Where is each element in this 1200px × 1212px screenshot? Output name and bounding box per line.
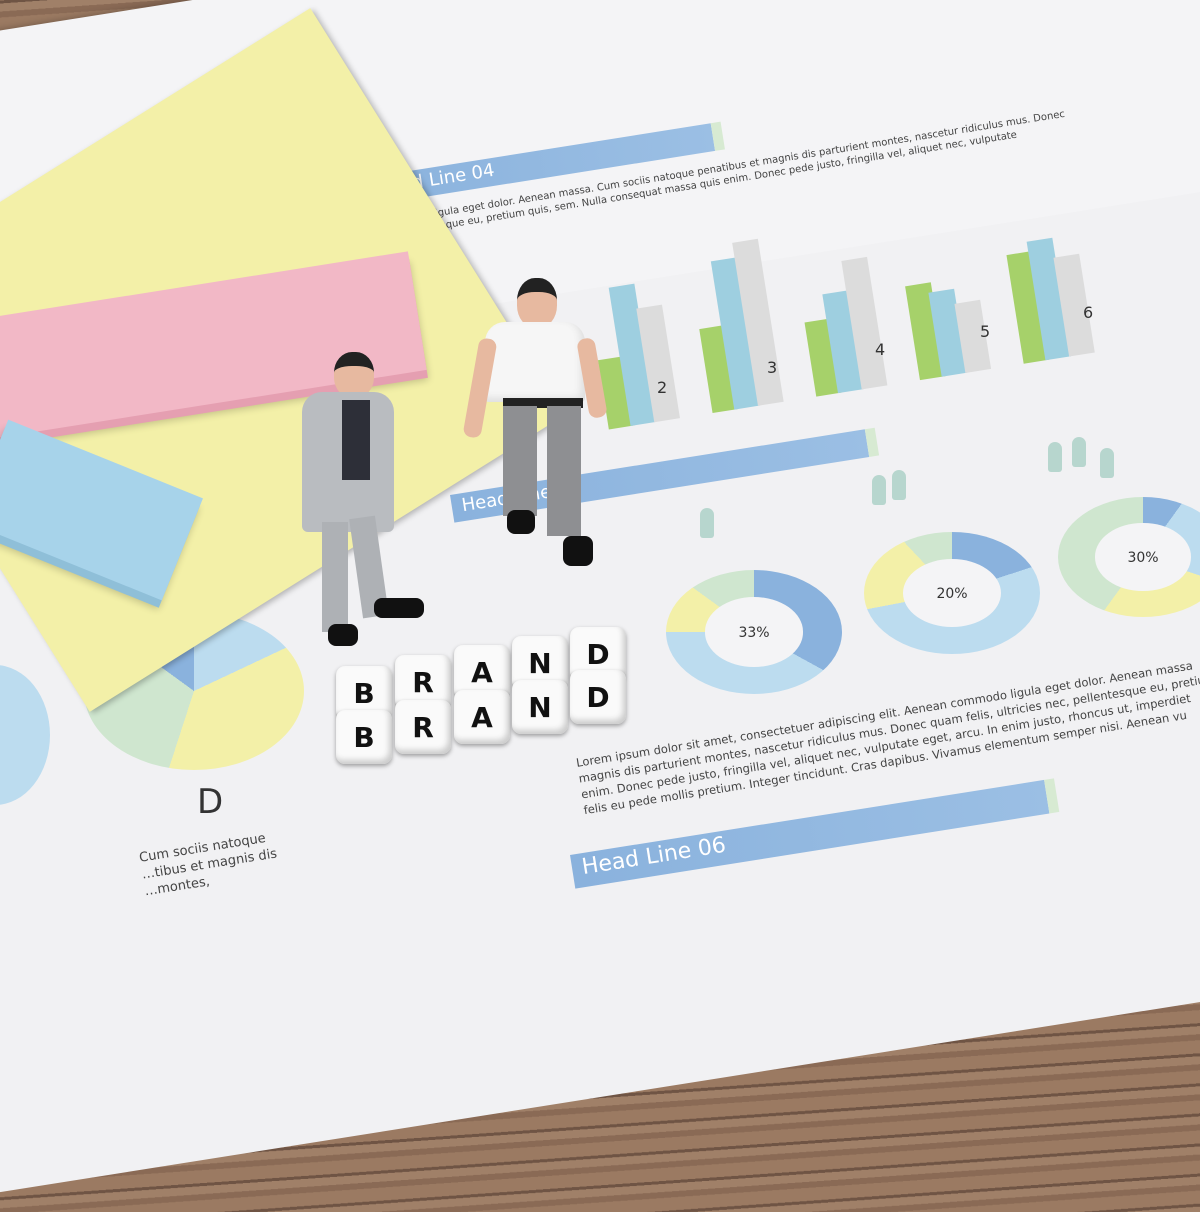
figurine-leg [322, 522, 348, 632]
section-letter: D [197, 782, 224, 822]
figurine-casual [462, 278, 615, 578]
die-letter: R [395, 700, 451, 754]
bar-label: 4 [875, 340, 886, 359]
person-icon [1048, 442, 1062, 472]
figurine-shoe [563, 536, 593, 566]
figurine-shoe [374, 598, 424, 618]
donut-label: 33% [738, 624, 770, 641]
bar-label: 2 [657, 378, 668, 397]
donut-chart: 20% [864, 532, 1040, 654]
figurine-suit [288, 352, 428, 652]
person-icon [892, 470, 906, 500]
figurine-head [517, 278, 557, 328]
person-icon [872, 475, 886, 505]
bar-label: 5 [980, 322, 991, 341]
bar-label: 3 [767, 358, 778, 377]
die-letter: N [512, 680, 568, 734]
die-letter: A [454, 690, 510, 744]
bar-label: 6 [1083, 303, 1094, 322]
person-icon [1072, 437, 1086, 467]
donut-label: 30% [1127, 549, 1159, 566]
die-letter: D [570, 670, 626, 724]
donut-chart: 30% [1058, 497, 1200, 617]
figurine-shoe [328, 624, 358, 646]
figurine-vest [342, 400, 370, 480]
figurine-shirt [485, 322, 585, 402]
person-icon [700, 508, 714, 538]
donut-chart: 33% [666, 570, 842, 694]
person-icon [1100, 448, 1114, 478]
figurine-belt [503, 398, 583, 408]
figurine-leg [503, 406, 537, 516]
figurine-leg [547, 406, 581, 536]
donut-label: 20% [936, 585, 968, 602]
die-letter: B [336, 710, 392, 764]
figurine-shoe [507, 510, 535, 534]
figurine-head [334, 352, 374, 398]
